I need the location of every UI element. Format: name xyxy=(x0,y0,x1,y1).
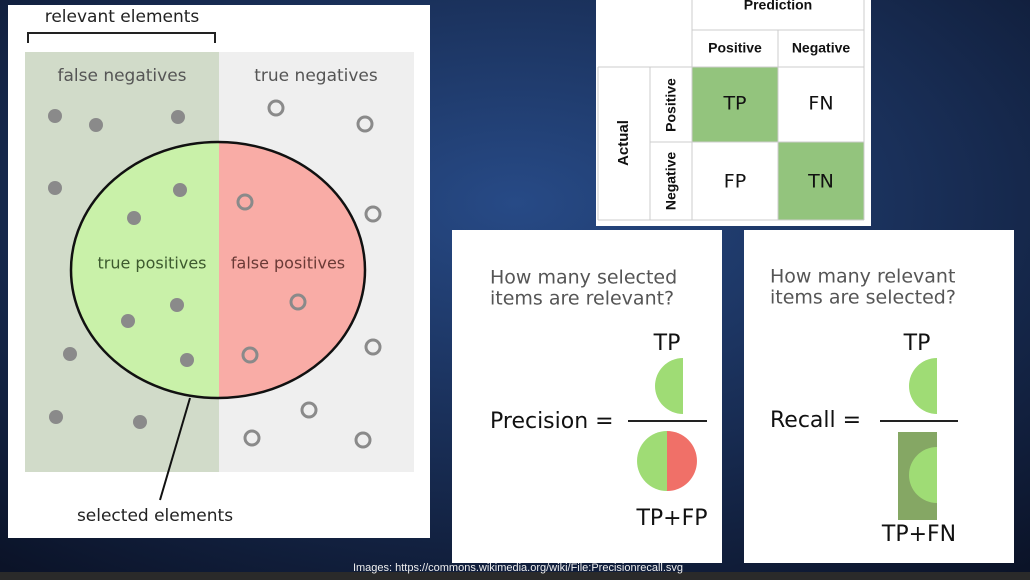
cell-bg xyxy=(778,142,864,220)
denominator: TP+FP xyxy=(635,506,707,531)
header: Prediction xyxy=(744,0,812,13)
column-label: Positive xyxy=(708,40,762,56)
half-circle xyxy=(655,358,683,414)
point xyxy=(89,118,103,132)
half-circle xyxy=(637,431,667,491)
cell: TN xyxy=(807,171,834,193)
point xyxy=(133,415,147,429)
question: items are relevant? xyxy=(490,288,674,310)
true-positive-half xyxy=(71,142,219,398)
point xyxy=(173,183,187,197)
half-circle xyxy=(909,447,937,503)
point xyxy=(170,298,184,312)
region-label: true negatives xyxy=(254,66,378,86)
formula-label: Recall = xyxy=(770,408,861,433)
point xyxy=(243,429,261,447)
formula-label: Precision = xyxy=(490,409,614,434)
point xyxy=(241,346,259,364)
false-positive-half xyxy=(219,142,365,398)
point xyxy=(48,181,62,195)
footer: Images: https://commons.wikimedia.org/wi… xyxy=(353,562,683,574)
question: items are selected? xyxy=(770,287,956,309)
point xyxy=(48,109,62,123)
recall-panel: How many relevant items are selected? TP… xyxy=(744,230,1014,563)
selection-circle xyxy=(69,140,367,400)
dots xyxy=(48,99,382,449)
panel xyxy=(744,230,1014,563)
cell: FN xyxy=(808,93,833,115)
row-group-label: Actual xyxy=(615,120,632,166)
point xyxy=(300,401,318,419)
point xyxy=(63,347,77,361)
bracket-label: relevant elements xyxy=(45,7,200,27)
cell-bg xyxy=(692,67,778,142)
grid xyxy=(597,0,865,221)
point xyxy=(171,110,185,124)
circle-label: selected elements xyxy=(77,506,233,526)
row-label: Positive xyxy=(663,78,679,132)
denominator: TP+FN xyxy=(881,522,956,547)
cell: TP xyxy=(722,93,746,115)
footer-bar xyxy=(0,572,1030,580)
pointer xyxy=(159,397,191,501)
point xyxy=(289,293,307,311)
numerator: TP xyxy=(653,331,681,356)
point xyxy=(354,431,372,449)
point xyxy=(127,211,141,225)
region-label: false positives xyxy=(231,254,345,273)
numerator: TP xyxy=(903,331,931,356)
point xyxy=(180,353,194,367)
column-label: Negative xyxy=(792,40,851,56)
point xyxy=(364,338,382,356)
confusion-matrix: Prediction Positive Negative Actual Posi… xyxy=(596,0,871,226)
row-label: Negative xyxy=(663,152,679,211)
precision-panel: How many selected items are relevant? TP… xyxy=(452,230,722,563)
region-label: false negatives xyxy=(57,66,186,86)
bracket xyxy=(27,32,216,43)
point xyxy=(267,99,285,117)
point xyxy=(121,314,135,328)
point xyxy=(356,115,374,133)
half-circle xyxy=(667,431,697,491)
point xyxy=(364,205,382,223)
cell: FP xyxy=(724,171,746,193)
left-diagram: relevant elements false negatives true n… xyxy=(8,5,430,538)
point xyxy=(49,410,63,424)
question: How many selected xyxy=(490,267,677,289)
point xyxy=(236,193,254,211)
half-circle xyxy=(909,358,937,414)
region-label: true positives xyxy=(97,254,206,273)
question: How many relevant xyxy=(770,266,955,288)
